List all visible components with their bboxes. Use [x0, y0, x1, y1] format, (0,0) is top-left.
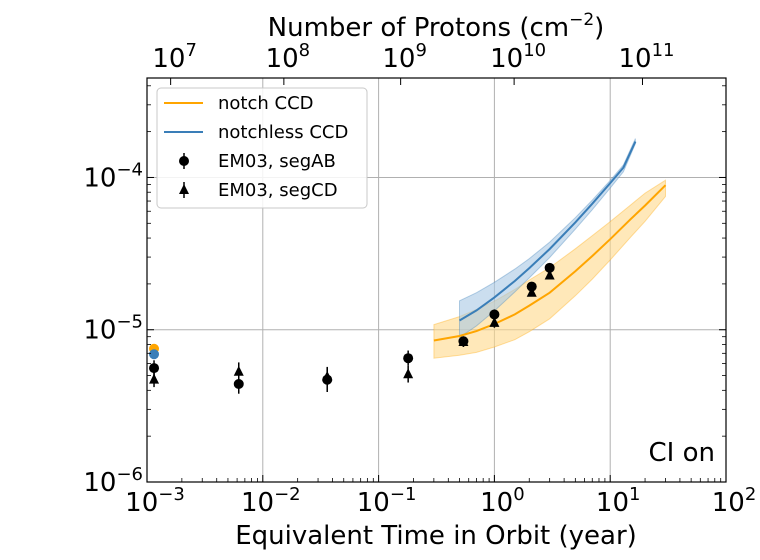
x-tick-label-base: 10: [480, 488, 513, 518]
x2-tick-label-base: 10: [382, 44, 415, 74]
data-point-circle: [149, 363, 160, 374]
data-point-triangle: [233, 365, 244, 376]
y-tick-label-base: 10: [83, 163, 116, 193]
legend-swatch-circle: [179, 156, 189, 166]
data-point-triangle: [322, 370, 333, 381]
legend-label: EM03, segAB: [218, 151, 336, 172]
legend-box: [156, 87, 368, 209]
y-tick-label-base: 10: [83, 316, 116, 346]
plot-frame: [146, 77, 727, 483]
data-point: [149, 349, 160, 360]
data-point-triangle: [403, 368, 414, 379]
top-axis-title-exponent: −2: [569, 10, 594, 30]
x-tick-label: 10−3: [125, 484, 185, 518]
notch-ccd-line: [433, 184, 667, 342]
top-axis-title-close: ): [594, 13, 604, 43]
x-tick-label: 100: [480, 484, 525, 518]
data-point-triangle: [458, 336, 469, 347]
x-tick-label: 102: [712, 484, 757, 518]
x2-tick-label: 1011: [618, 40, 674, 74]
y-tick-label-exponent: −4: [116, 159, 143, 180]
y-tick-label: 10−4: [83, 159, 143, 193]
x-tick-label: 10−2: [241, 484, 301, 518]
x-tick-label-base: 10: [712, 488, 745, 518]
x2-tick-label-base: 10: [618, 44, 651, 74]
x2-tick-label-base: 10: [266, 44, 299, 74]
x-tick-label-base: 10: [357, 488, 390, 518]
legend-label: notchless CCD: [218, 122, 348, 143]
data-point-circle: [403, 353, 414, 364]
x-tick-label-exponent: 0: [513, 484, 524, 505]
y-tick-label-exponent: −5: [116, 312, 143, 333]
data-point-circle: [233, 379, 244, 390]
x-tick-label-base: 10: [125, 488, 158, 518]
y-tick-label: 10−6: [83, 464, 143, 498]
data-point-circle: [489, 309, 500, 320]
data-points: [149, 262, 555, 394]
x2-tick-label: 1010: [490, 40, 546, 74]
x2-tick-label-exponent: 11: [652, 40, 675, 61]
top-axis-title: Number of Protons (cm−2): [268, 10, 605, 43]
x2-tick-label: 109: [382, 40, 427, 74]
legend: notch CCD notchless CCD EM03, segAB EM03, s…: [156, 87, 368, 209]
x2-tick-label-exponent: 9: [415, 40, 426, 61]
annotation-ci-on: CI on: [649, 438, 715, 468]
x2-tick-label-exponent: 10: [523, 40, 546, 61]
x-tick-label-exponent: 1: [629, 484, 640, 505]
data-point-circle: [544, 262, 555, 273]
x-tick-label: 10−1: [357, 484, 417, 518]
data-point-triangle: [526, 286, 537, 297]
x2-tick-label-exponent: 8: [299, 40, 310, 61]
x-tick-label-exponent: −2: [274, 484, 301, 505]
x2-tick-label-base: 10: [152, 44, 185, 74]
notchless-ccd-line: [458, 141, 637, 322]
model-lines: [433, 141, 667, 342]
data-point-triangle: [489, 316, 500, 327]
x-tick-label-exponent: −1: [390, 484, 417, 505]
legend-swatch-triangle: [179, 184, 189, 194]
top-axis-title-main: Number of Protons (cm: [268, 13, 569, 43]
x2-tick-label-base: 10: [490, 44, 523, 74]
data-point-circle: [526, 281, 537, 292]
legend-label: EM03, segCD: [218, 180, 338, 201]
y-tick-label-base: 10: [83, 468, 116, 498]
data-point-triangle: [544, 269, 555, 280]
y-tick-label: 10−5: [83, 312, 143, 346]
x-tick-label: 101: [596, 484, 641, 518]
y-tick-label-exponent: −6: [116, 464, 143, 485]
x-tick-label-exponent: 2: [745, 484, 756, 505]
x2-tick-label: 108: [266, 40, 311, 74]
x-tick-label-base: 10: [596, 488, 629, 518]
x-tick-label-base: 10: [241, 488, 274, 518]
x-axis-title: Equivalent Time in Orbit (year): [235, 521, 637, 551]
x-tick-label-exponent: −3: [158, 484, 185, 505]
x2-tick-label: 107: [152, 40, 197, 74]
legend-label: notch CCD: [218, 93, 314, 114]
x2-tick-label-exponent: 7: [185, 40, 196, 61]
data-point-triangle: [149, 373, 160, 384]
